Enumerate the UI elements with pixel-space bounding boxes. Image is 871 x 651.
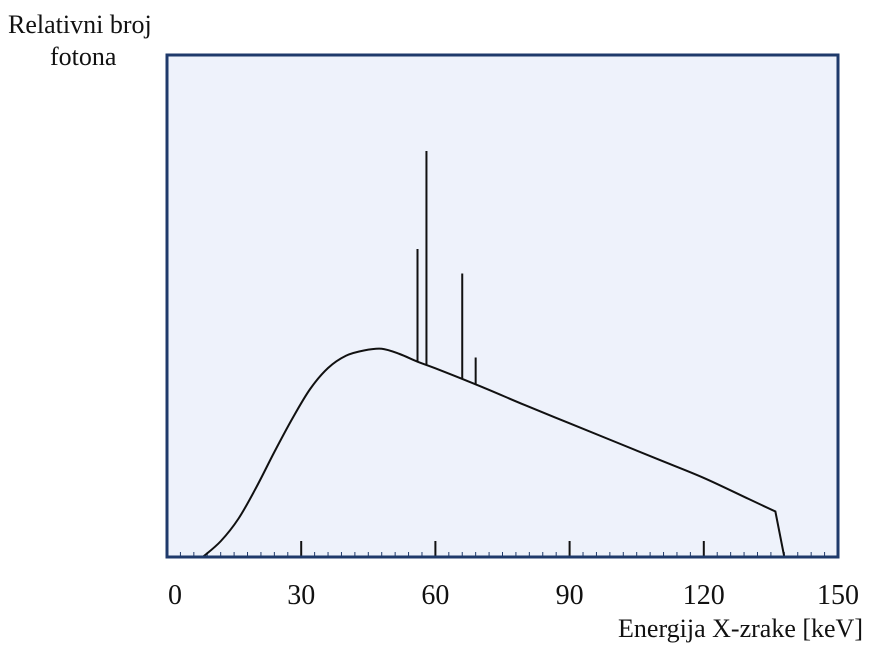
x-axis-label: Energija X-zrake [keV] bbox=[618, 614, 863, 643]
y-axis-label-line-2: fotona bbox=[50, 42, 117, 71]
characteristic-lines bbox=[416, 151, 477, 385]
y-axis-label-line-1: Relativni broj bbox=[8, 10, 152, 39]
x-tick-label: 30 bbox=[287, 580, 315, 611]
x-tick-label: 90 bbox=[556, 580, 584, 611]
x-tick-label: 150 bbox=[817, 580, 859, 611]
x-tick-label: 0 bbox=[168, 580, 182, 611]
plot-frame bbox=[165, 53, 840, 559]
bremsstrahlung-curve bbox=[202, 347, 786, 558]
x-tick-label: 60 bbox=[421, 580, 449, 611]
x-tick-label: 120 bbox=[683, 580, 725, 611]
plot-area bbox=[167, 55, 838, 557]
x-tick-labels: 0 30 60 90 120 150 bbox=[168, 580, 859, 611]
